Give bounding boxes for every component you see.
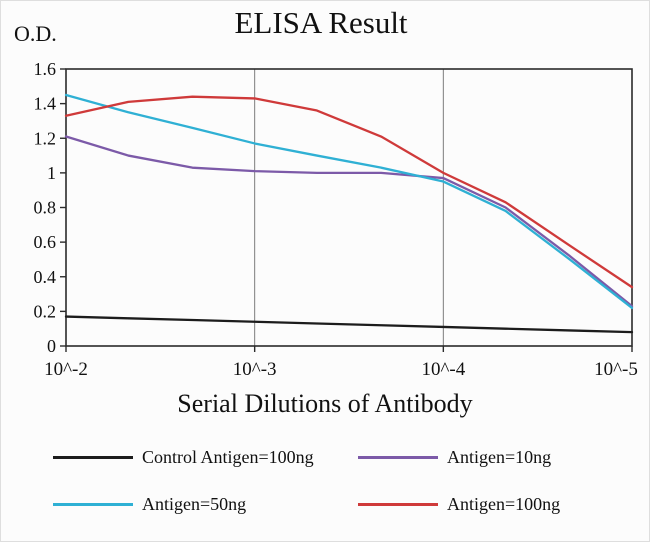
y-axis-label: O.D.: [14, 21, 57, 46]
legend-label: Antigen=50ng: [142, 494, 247, 514]
svg-text:0: 0: [47, 336, 56, 356]
x-axis-label: Serial Dilutions of Antibody: [177, 389, 473, 418]
svg-text:1.4: 1.4: [34, 94, 57, 114]
svg-text:1.2: 1.2: [34, 128, 57, 148]
legend-item-antigen-10ng: Antigen=10ng: [358, 447, 633, 468]
legend-item-control-antigen: Control Antigen=100ng: [53, 447, 358, 468]
svg-text:0.4: 0.4: [34, 267, 57, 287]
svg-text:0.6: 0.6: [34, 232, 57, 252]
legend-line-swatch-10ng: [358, 456, 438, 459]
legend-item-antigen-100ng: Antigen=100ng: [358, 494, 633, 515]
chart-title: ELISA Result: [234, 5, 408, 40]
svg-text:10^-5: 10^-5: [594, 359, 638, 380]
legend-line-swatch-50ng: [53, 503, 133, 506]
svg-text:10^-3: 10^-3: [233, 359, 277, 380]
svg-text:10^-2: 10^-2: [44, 359, 88, 380]
elisa-line-plot: 0 0.2 0.4 0.6 0.8 1 1.2 1.4 1.6 10^-2 10^-3 10^-4 10…: [34, 59, 638, 380]
svg-text:1: 1: [47, 163, 56, 183]
legend-line-swatch-100ng: [358, 503, 438, 506]
legend-line-swatch-control: [53, 456, 133, 459]
legend-item-antigen-50ng: Antigen=50ng: [53, 494, 358, 515]
legend-label: Antigen=100ng: [447, 494, 561, 514]
svg-text:0.2: 0.2: [34, 301, 57, 321]
svg-text:1.6: 1.6: [34, 59, 57, 79]
svg-text:0.8: 0.8: [34, 198, 57, 218]
legend-label: Control Antigen=100ng: [142, 447, 314, 467]
svg-text:10^-4: 10^-4: [421, 359, 465, 380]
chart-legend: Control Antigen=100ng Antigen=10ng Antig…: [53, 447, 633, 515]
legend-label: Antigen=10ng: [447, 447, 552, 467]
